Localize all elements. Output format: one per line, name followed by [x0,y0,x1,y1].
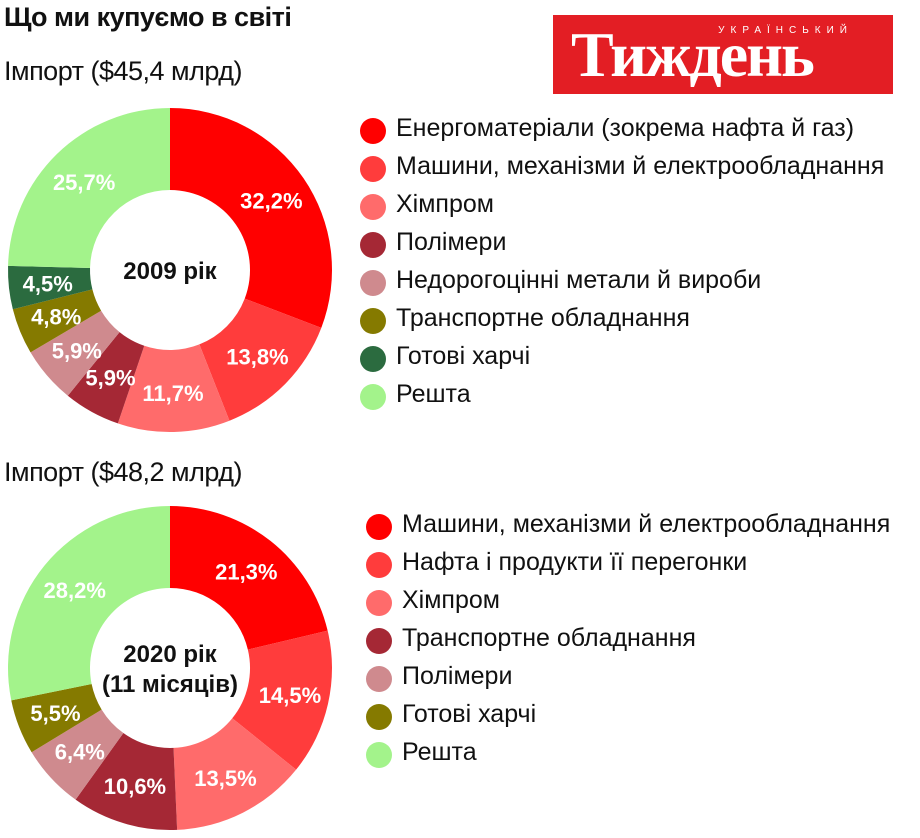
slice-value-label: 32,2% [240,188,302,213]
donut-slice [31,709,124,800]
legend-swatch [360,232,386,258]
legend-swatch [360,270,386,296]
legend-swatch [366,514,392,540]
slice-value-label: 25,7% [53,170,115,195]
donut-slice [12,289,102,353]
slice-value-label: 11,7% [142,381,203,406]
legend-label: Нафта і продукти її перегонки [402,548,748,576]
slice-value-label: 5,9% [52,338,102,363]
legend-swatch [360,194,386,220]
chart-2009-title: Імпорт ($45,4 млрд) [4,56,243,86]
chart-2020-title: Імпорт ($48,2 млрд) [4,457,243,487]
slice-value-label: 21,3% [215,560,277,585]
legend-label: Хімпром [396,190,494,218]
legend-label: Готові харчі [396,342,531,370]
legend-swatch [360,156,386,182]
legend-label: Хімпром [402,586,500,614]
donut-chart-2009: 32,2% 13,8% 11,7% 5,9% 5,9% 4,8% 4,5% 25,7% 2009… [7,108,332,432]
legend-swatch [366,742,392,768]
slice-value-label: 10,6% [104,774,166,799]
donut-slice [67,332,145,424]
donut-slice [75,733,178,830]
legend-swatch [366,666,392,692]
legend-swatch [360,118,386,144]
center-year-label: 2009 рік [123,258,217,285]
legend-label: Енергоматеріали (зокрема нафта й газ) [396,114,855,142]
page-title: Що ми купуємо в світі [4,2,292,32]
legend-label: Транспортне обладнання [402,624,696,652]
donut-slice [117,344,230,432]
legend-label: Готові харчі [402,700,537,728]
donut-slice [7,265,93,310]
legend-swatch [366,552,392,578]
slice-value-label: 6,4% [55,740,105,765]
slice-value-label: 28,2% [44,578,106,603]
center-year-label: (11 місяців) [102,671,238,698]
legend-label: Машини, механізми й електрообладнання [396,152,885,180]
donut-slice [232,630,333,770]
legend-swatch [366,628,392,654]
legend-label: Решта [396,380,471,408]
legend-swatch [366,590,392,616]
donut-slice [8,108,171,268]
donut-chart-2020: 21,3% 14,5% 13,5% 10,6% 6,4% 5,5% 28,2% 2020 рі… [8,506,333,830]
donut-slice [199,298,322,421]
donut-slice [173,718,297,830]
donut-slice [30,310,120,396]
legend-swatch [360,308,386,334]
legend-swatch [366,704,392,730]
logo-small-text: УКРАЇНСЬКИЙ [718,25,853,36]
donut-slice [11,683,102,753]
legend-swatch [360,346,386,372]
legend-label: Решта [402,738,477,766]
slice-value-label: 13,5% [194,766,256,791]
slice-value-label: 4,5% [23,271,73,296]
legend-label: Полімери [396,228,507,256]
slice-value-label: 14,5% [259,683,321,708]
slice-value-label: 13,8% [226,345,288,370]
center-year-label: 2020 рік [123,641,217,668]
slice-value-label: 4,8% [31,305,81,330]
legend-label: Недорогоцінні метали й вироби [396,266,762,294]
tyzhden-logo: УКРАЇНСЬКИЙ Тиждень [553,15,893,94]
slice-value-label: 5,5% [30,701,80,726]
legend-label: Транспортне обладнання [396,304,690,332]
donut-slice [170,506,328,650]
donut-slice [170,108,332,328]
legend-label: Машини, механізми й електрообладнання [402,510,891,538]
donut-slice [8,506,171,701]
logo-big-text: Тиждень [571,19,815,90]
legend-swatch [360,384,386,410]
legend-label: Полімери [402,662,513,690]
slice-value-label: 5,9% [85,366,135,391]
